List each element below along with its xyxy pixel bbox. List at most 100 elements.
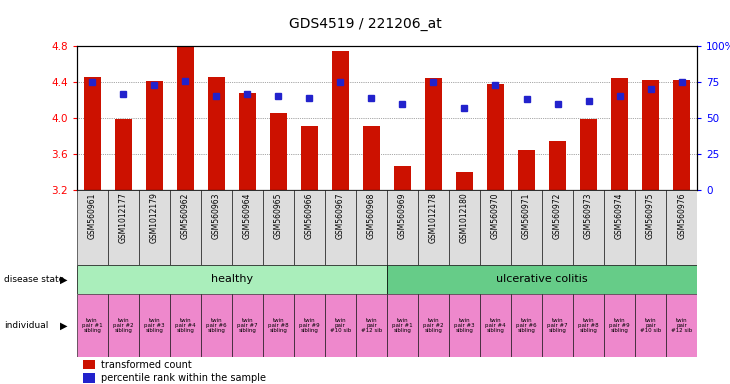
Bar — [518, 151, 535, 190]
Bar — [208, 77, 225, 190]
Bar — [270, 113, 287, 190]
Bar — [573, 190, 604, 265]
Bar — [139, 294, 169, 357]
Bar — [325, 190, 356, 265]
Text: GSM560975: GSM560975 — [646, 192, 655, 239]
Bar — [511, 190, 542, 265]
Text: healthy: healthy — [211, 274, 253, 285]
Bar — [394, 166, 411, 190]
Bar — [418, 294, 449, 357]
Bar — [487, 84, 504, 190]
Bar — [239, 93, 255, 190]
Bar — [201, 190, 232, 265]
Text: twin
pair
#10 sib: twin pair #10 sib — [330, 318, 351, 333]
Text: GSM1012178: GSM1012178 — [429, 192, 438, 243]
Bar — [642, 80, 659, 190]
Bar — [425, 78, 442, 190]
Text: twin
pair #3
sibling: twin pair #3 sibling — [454, 318, 474, 333]
Bar — [108, 294, 139, 357]
Text: twin
pair #6
sibling: twin pair #6 sibling — [206, 318, 226, 333]
Bar — [363, 126, 380, 190]
Bar — [263, 190, 293, 265]
Bar — [542, 294, 573, 357]
Bar — [356, 190, 387, 265]
Bar — [201, 294, 232, 357]
Text: twin
pair #8
sibling: twin pair #8 sibling — [268, 318, 288, 333]
Bar — [666, 190, 697, 265]
Bar — [356, 294, 387, 357]
Bar — [146, 81, 163, 190]
Text: ulcerative colitis: ulcerative colitis — [496, 274, 588, 285]
Bar — [542, 190, 573, 265]
Bar — [263, 294, 293, 357]
Bar — [77, 190, 108, 265]
Bar — [387, 265, 700, 294]
Bar — [77, 294, 108, 357]
Bar — [84, 77, 101, 190]
Bar — [449, 190, 480, 265]
Text: GSM1012180: GSM1012180 — [460, 192, 469, 243]
Bar — [108, 190, 139, 265]
Text: GSM560961: GSM560961 — [88, 192, 96, 239]
Bar — [232, 190, 263, 265]
Bar — [77, 265, 387, 294]
Text: GDS4519 / 221206_at: GDS4519 / 221206_at — [288, 17, 442, 31]
Text: GSM560974: GSM560974 — [615, 192, 624, 239]
Bar — [480, 190, 511, 265]
Bar — [418, 190, 449, 265]
Bar — [232, 294, 263, 357]
Bar — [604, 294, 635, 357]
Bar — [115, 119, 131, 190]
Bar — [82, 373, 95, 382]
Text: twin
pair #1
sibling: twin pair #1 sibling — [82, 318, 102, 333]
Text: GSM560972: GSM560972 — [553, 192, 562, 239]
Text: twin
pair #7
sibling: twin pair #7 sibling — [237, 318, 258, 333]
Text: twin
pair #4
sibling: twin pair #4 sibling — [175, 318, 196, 333]
Bar — [332, 51, 349, 190]
Bar — [549, 141, 566, 190]
Bar — [387, 190, 418, 265]
Bar — [666, 294, 697, 357]
Bar — [611, 78, 628, 190]
Text: GSM560971: GSM560971 — [522, 192, 531, 239]
Text: twin
pair #9
sibling: twin pair #9 sibling — [610, 318, 630, 333]
Text: twin
pair #1
sibling: twin pair #1 sibling — [392, 318, 412, 333]
Text: transformed count: transformed count — [101, 360, 192, 370]
Bar — [82, 360, 95, 369]
Bar — [635, 190, 666, 265]
Text: GSM560964: GSM560964 — [243, 192, 252, 239]
Bar — [169, 190, 201, 265]
Text: twin
pair #9
sibling: twin pair #9 sibling — [299, 318, 320, 333]
Bar — [573, 294, 604, 357]
Text: twin
pair #7
sibling: twin pair #7 sibling — [548, 318, 568, 333]
Bar — [480, 294, 511, 357]
Bar — [635, 294, 666, 357]
Text: GSM560976: GSM560976 — [677, 192, 686, 239]
Text: GSM560963: GSM560963 — [212, 192, 220, 239]
Bar — [449, 294, 480, 357]
Text: individual: individual — [4, 321, 48, 330]
Text: GSM560965: GSM560965 — [274, 192, 283, 239]
Bar — [301, 126, 318, 190]
Bar — [294, 190, 325, 265]
Text: twin
pair #4
sibling: twin pair #4 sibling — [485, 318, 506, 333]
Bar — [325, 294, 356, 357]
Bar — [139, 190, 169, 265]
Text: twin
pair #2
sibling: twin pair #2 sibling — [113, 318, 134, 333]
Bar — [580, 119, 597, 190]
Bar — [604, 190, 635, 265]
Text: percentile rank within the sample: percentile rank within the sample — [101, 373, 266, 383]
Text: disease state: disease state — [4, 275, 64, 284]
Text: GSM560967: GSM560967 — [336, 192, 345, 239]
Text: twin
pair #6
sibling: twin pair #6 sibling — [516, 318, 537, 333]
Text: GSM1012179: GSM1012179 — [150, 192, 158, 243]
Text: GSM560968: GSM560968 — [367, 192, 376, 239]
Bar — [511, 294, 542, 357]
Text: ▶: ▶ — [60, 320, 67, 331]
Text: twin
pair
#12 sib: twin pair #12 sib — [361, 318, 382, 333]
Bar — [177, 46, 193, 190]
Text: twin
pair #3
sibling: twin pair #3 sibling — [144, 318, 164, 333]
Text: GSM560970: GSM560970 — [491, 192, 500, 239]
Text: GSM560966: GSM560966 — [305, 192, 314, 239]
Text: GSM560962: GSM560962 — [181, 192, 190, 239]
